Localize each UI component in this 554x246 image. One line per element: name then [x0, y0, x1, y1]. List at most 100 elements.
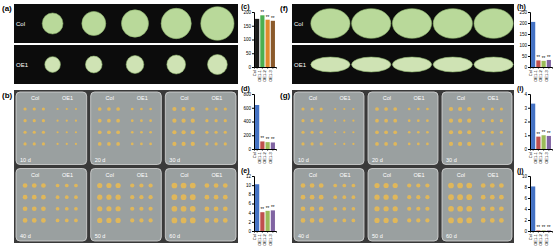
axis-line	[255, 150, 277, 151]
tick-label: 8	[248, 192, 251, 197]
tick: 150	[519, 32, 530, 37]
bar	[255, 105, 259, 149]
tick-mark	[252, 204, 254, 205]
callus-spot	[393, 183, 398, 188]
callus-spot	[408, 108, 411, 111]
tick-mark	[252, 231, 254, 232]
callus-photo	[201, 7, 234, 41]
group-label: OE1	[211, 95, 222, 101]
callus-spot	[384, 183, 389, 188]
callus-photo	[474, 9, 513, 39]
group-label: OE1	[62, 172, 73, 178]
callus-spot	[449, 130, 453, 134]
callus-spot	[116, 130, 120, 134]
callus-spot	[74, 184, 78, 188]
callus-spot	[343, 143, 345, 145]
callus-spot	[172, 130, 176, 134]
callus-spot	[116, 206, 121, 211]
callus-spot	[205, 107, 208, 110]
callus-spot	[384, 107, 388, 111]
significance: **	[266, 137, 270, 142]
tick-label: 0	[248, 65, 251, 70]
callus-spot	[482, 107, 485, 110]
y-axis: 0246810	[522, 174, 531, 234]
group-label: Col	[31, 172, 39, 178]
callus-spot	[320, 119, 323, 122]
callus-spot	[149, 131, 152, 134]
callus-photo	[311, 57, 350, 72]
callus-spot	[467, 142, 471, 146]
callus-spot	[205, 142, 208, 145]
petri-plate	[368, 92, 438, 165]
callus-photo	[45, 57, 61, 73]
tick-label: 2	[524, 218, 527, 223]
callus-spot	[407, 207, 411, 211]
callus-spot	[172, 107, 176, 111]
tick-mark	[262, 67, 263, 69]
callus-spot	[56, 219, 60, 223]
tick-label: Col	[252, 152, 257, 158]
tick-mark	[528, 94, 530, 95]
callus-spot	[42, 107, 45, 110]
tick: 6	[248, 201, 254, 206]
day-label: 30 d	[169, 157, 180, 163]
group-label: Col	[457, 172, 465, 178]
bar	[547, 60, 551, 67]
tick-mark	[252, 94, 254, 95]
bar	[531, 186, 535, 231]
callus-spot	[320, 142, 323, 145]
callus-spot	[214, 119, 217, 122]
tick: OE1-3	[268, 149, 273, 164]
tick-label: 4	[524, 207, 527, 212]
photo-strip	[14, 4, 238, 43]
callus-spot	[23, 195, 28, 200]
tick-mark	[252, 108, 254, 109]
tick: 50	[246, 51, 254, 56]
significance: **	[547, 131, 551, 136]
bars	[255, 184, 275, 231]
tick-mark	[272, 67, 273, 69]
tick-mark	[267, 231, 268, 233]
petri-plate	[368, 169, 438, 242]
callus-spot	[384, 206, 389, 211]
tick-mark	[548, 231, 549, 233]
callus-spot	[41, 206, 46, 211]
callus-spot	[56, 195, 60, 199]
callus-spot	[116, 142, 120, 146]
callus-spot	[342, 195, 346, 199]
group-label: Col	[180, 172, 188, 178]
day-label: 10 d	[20, 157, 31, 163]
callus-spot	[426, 131, 429, 134]
callus-spot	[181, 183, 187, 189]
photo-strip	[292, 4, 514, 43]
bar	[542, 135, 546, 149]
callus-spot	[97, 183, 102, 188]
significance: **	[261, 207, 265, 212]
photo-strip	[292, 45, 514, 84]
callus-spot	[407, 218, 411, 222]
callus-spot	[408, 143, 411, 146]
tick-label: Col	[252, 70, 257, 76]
tick-mark	[272, 149, 273, 151]
callus-spot	[106, 183, 111, 188]
callus-spot	[482, 142, 485, 145]
callus-spot	[481, 206, 486, 211]
tick-label: 150	[519, 32, 527, 37]
petri-plate	[16, 169, 87, 242]
photo-panel: (f)ColOE1	[280, 4, 514, 84]
tick: 600	[243, 106, 254, 111]
callus-spot	[384, 130, 388, 134]
callus-spot	[223, 183, 228, 188]
figure: (a)ColOE1(f)ColOE1(b)ColOE110 dColOE120 …	[0, 0, 554, 246]
callus-spot	[42, 119, 45, 122]
tick-mark	[528, 149, 530, 150]
group-label: Col	[309, 95, 317, 101]
tick-label: 50	[246, 51, 252, 56]
callus-spot	[181, 130, 185, 134]
tick-mark	[533, 67, 534, 69]
tick-mark	[528, 187, 530, 188]
callus-spot	[56, 184, 60, 188]
bar	[260, 212, 264, 231]
callus-spot	[107, 107, 111, 111]
callus-spot	[191, 142, 195, 146]
